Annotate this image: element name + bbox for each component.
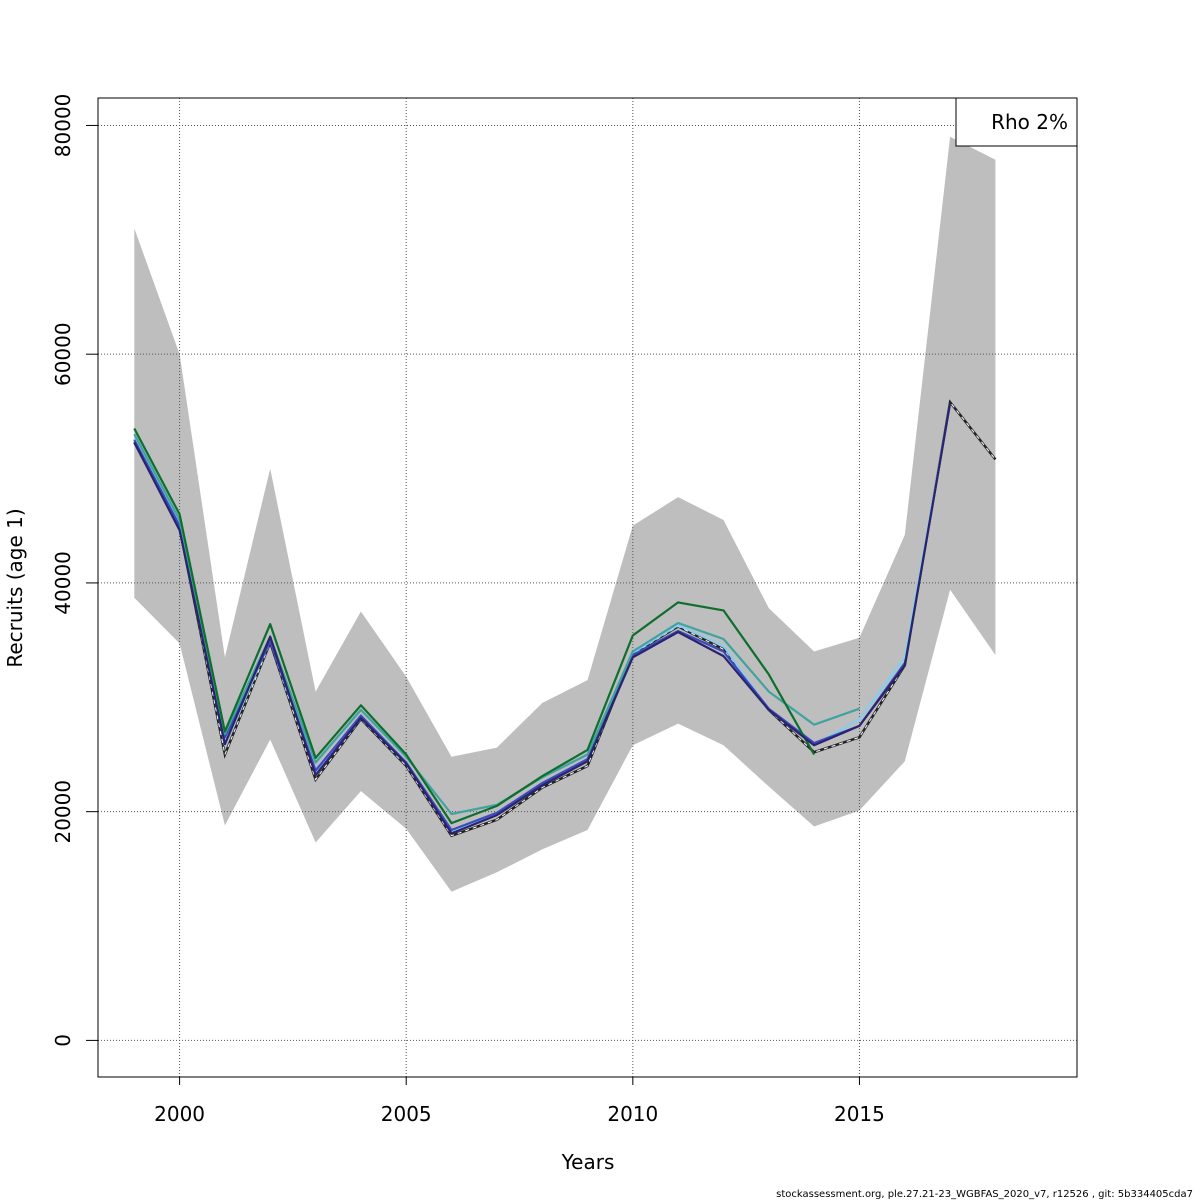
- series-line-peel-5: [133, 403, 952, 835]
- plot-frame: [97, 97, 1078, 1078]
- x-tick-label: 2005: [381, 1102, 432, 1126]
- confidence-band-layer: [134, 136, 996, 892]
- legend-label: Rho 2%: [991, 110, 1068, 134]
- y-tick-label: 60000: [51, 322, 75, 386]
- x-tick-label: 2000: [154, 1102, 205, 1126]
- series-line-peel-4: [133, 427, 816, 825]
- series-layer: [133, 399, 997, 838]
- x-tick-label: 2010: [607, 1102, 658, 1126]
- confidence-band: [134, 136, 996, 892]
- axis-layer: 2000 2005 2010 2015 0 20000 40000 60000 80000: [51, 94, 885, 1126]
- x-tick-label: 2015: [834, 1102, 885, 1126]
- y-axis-title: Recruits (age 1): [3, 508, 27, 667]
- grid-layer: [98, 98, 1077, 1077]
- footer-text: stockassessment.org, ple.27.21-23_WGBFAS…: [776, 1189, 1193, 1200]
- y-tick-label: 80000: [51, 94, 75, 158]
- y-tick-label: 0: [51, 1034, 75, 1047]
- legend-box: [955, 97, 1078, 147]
- x-axis-title: Years: [561, 1150, 615, 1174]
- y-tick-label: 40000: [51, 551, 75, 615]
- legend: Rho 2%: [955, 97, 1078, 147]
- y-tick-label: 20000: [51, 780, 75, 844]
